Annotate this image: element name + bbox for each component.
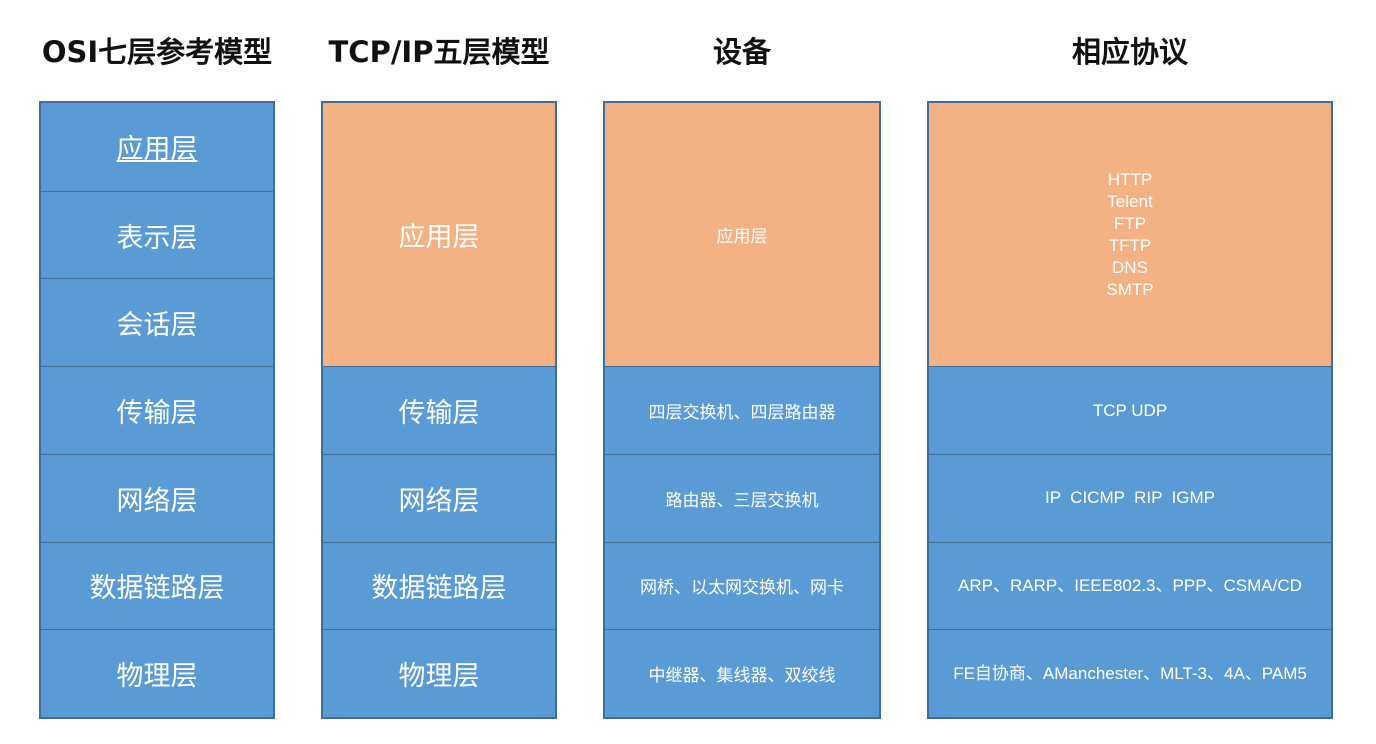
devices-datalink: 网桥、以太网交换机、网卡 (605, 541, 879, 630)
devices-transport: 四层交换机、四层路由器 (605, 366, 879, 454)
osi-transport-layer: 传输层 (41, 366, 273, 454)
protocol-tftp: TFTP (1108, 235, 1152, 255)
osi-datalink-layer: 数据链路层 (41, 541, 273, 630)
tcpip-physical-layer: 物理层 (323, 629, 555, 718)
osi-application-label: 应用层 (116, 134, 198, 166)
osi-physical-layer: 物理层 (41, 629, 273, 718)
tcpip-network-layer: 网络层 (323, 453, 555, 542)
osi-title: OSI七层参考模型 (41, 35, 273, 69)
osi-session-layer: 会话层 (41, 278, 273, 367)
devices-column: 应用层 四层交换机、四层路由器 路由器、三层交换机 网桥、以太网交换机、网卡 中… (603, 101, 881, 719)
protocol-smtp: SMTP (1106, 279, 1154, 299)
osi-presentation-layer: 表示层 (41, 190, 273, 279)
application-protocol-list: HTTP Telent FTP TFTP DNS SMTP (1106, 169, 1153, 301)
protocols-network: IP CICMP RIP IGMP (929, 453, 1331, 542)
protocols-application: HTTP Telent FTP TFTP DNS SMTP (929, 103, 1331, 367)
protocol-dns: DNS (1112, 257, 1148, 277)
tcpip-application-layer: 应用层 (323, 103, 555, 367)
protocols-column: HTTP Telent FTP TFTP DNS SMTP TCP UDP IP… (927, 101, 1333, 719)
devices-title: 设备 (712, 35, 771, 69)
devices-physical: 中继器、集线器、双绞线 (605, 629, 879, 718)
protocols-datalink: ARP、RARP、IEEE802.3、PPP、CSMA/CD (929, 541, 1331, 630)
osi-column: 应用层 表示层 会话层 传输层 网络层 数据链路层 物理层 (39, 101, 275, 719)
protocol-http: HTTP (1107, 169, 1153, 189)
devices-application: 应用层 (605, 103, 879, 367)
osi-network-layer: 网络层 (41, 453, 273, 542)
tcpip-transport-layer: 传输层 (323, 366, 555, 454)
protocol-ftp: FTP (1113, 213, 1147, 233)
tcpip-column: 应用层 传输层 网络层 数据链路层 物理层 (321, 101, 557, 719)
osi-application-layer: 应用层 (41, 103, 273, 191)
protocols-physical: FE自协商、AManchester、MLT-3、4A、PAM5 (929, 629, 1331, 718)
tcpip-title: TCP/IP五层模型 (328, 35, 550, 69)
protocols-transport: TCP UDP (929, 366, 1331, 454)
protocol-telnet: Telent (1107, 191, 1153, 211)
protocols-title: 相应协议 (1071, 35, 1188, 69)
tcpip-datalink-layer: 数据链路层 (323, 541, 555, 630)
devices-network: 路由器、三层交换机 (605, 453, 879, 542)
